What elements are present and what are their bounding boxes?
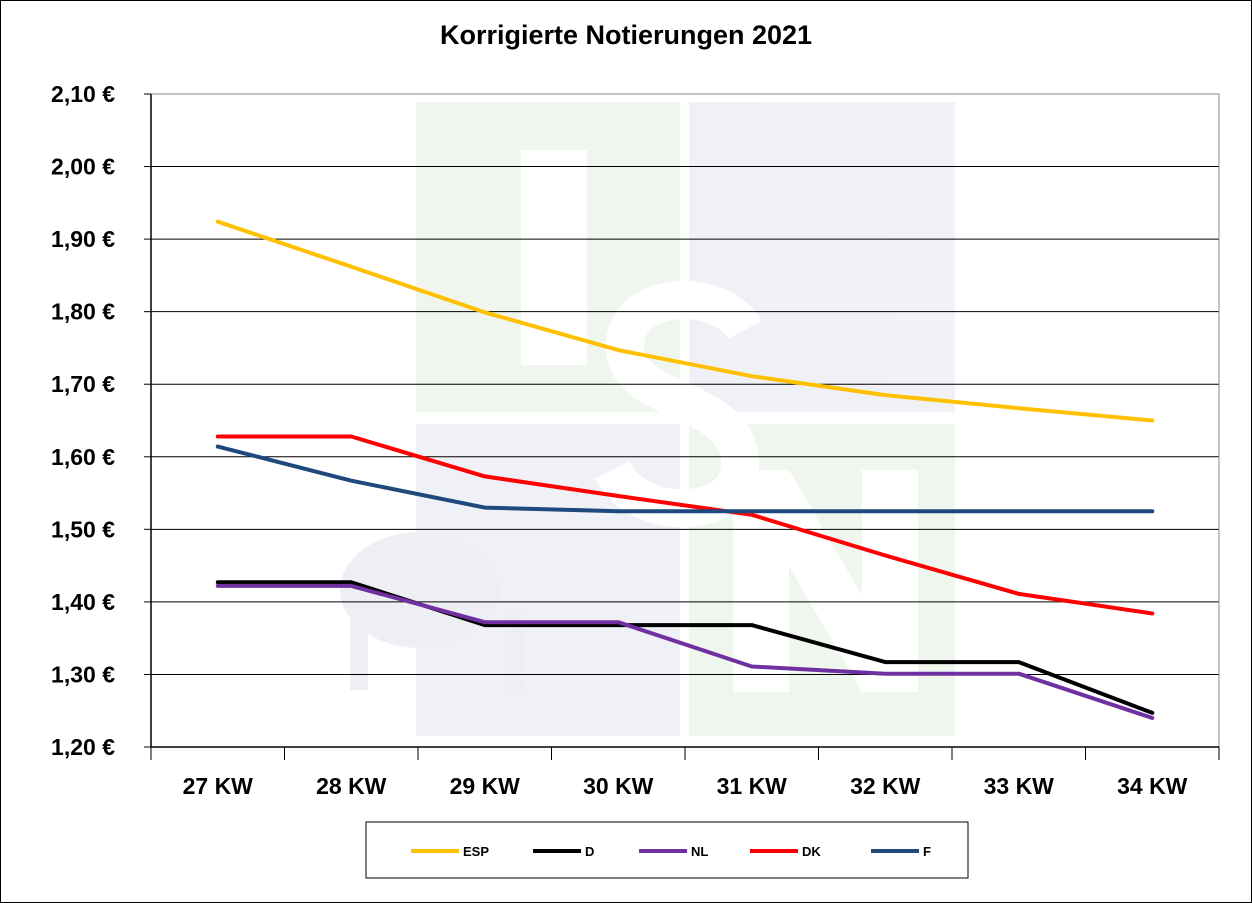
legend: ESP D NL DK F [365,821,969,879]
x-tick-label: 32 KW [850,773,921,799]
x-tick-label: 33 KW [984,773,1055,799]
legend-label-nl: NL [691,844,708,859]
x-tick-label: 28 KW [316,773,387,799]
x-tick-label: 31 KW [717,773,788,799]
y-tick-label: 2,10 € [51,81,115,107]
y-axis-ticks: 1,20 € 1,30 € 1,40 € 1,50 € 1,60 € 1,70 € 1,80… [51,81,151,760]
series-line-d [215,580,1155,715]
y-tick-label: 1,20 € [51,734,115,760]
legend-label-f: F [923,844,931,859]
series-line-f [215,444,1155,514]
x-tick-label: 27 KW [183,773,254,799]
y-tick-label: 1,70 € [51,371,115,397]
series-line-nl [215,583,1155,720]
series-line-dk [215,434,1155,616]
x-tick-label: 30 KW [583,773,654,799]
legend-label-d: D [585,844,594,859]
x-tick-label: 34 KW [1117,773,1188,799]
x-tick-label: 29 KW [450,773,521,799]
y-tick-label: 2,00 € [51,154,115,180]
series-lines [215,219,1155,720]
watermark-logo [340,102,955,736]
legend-label-esp: ESP [463,844,489,859]
x-axis-ticks: 27 KW 28 KW 29 KW 30 KW 31 KW 32 KW 33 KW 34 KW [150,747,1220,799]
y-tick-label: 1,40 € [51,589,115,615]
legend-label-dk: DK [802,844,821,859]
y-tick-label: 1,60 € [51,444,115,470]
y-tick-label: 1,80 € [51,299,115,325]
y-tick-label: 1,50 € [51,516,115,542]
y-tick-label: 1,30 € [51,661,115,687]
series-line-esp [215,219,1155,423]
legend-box [365,821,969,879]
chart-title: Korrigierte Notierungen 2021 [439,20,813,50]
y-tick-label: 1,90 € [51,226,115,252]
